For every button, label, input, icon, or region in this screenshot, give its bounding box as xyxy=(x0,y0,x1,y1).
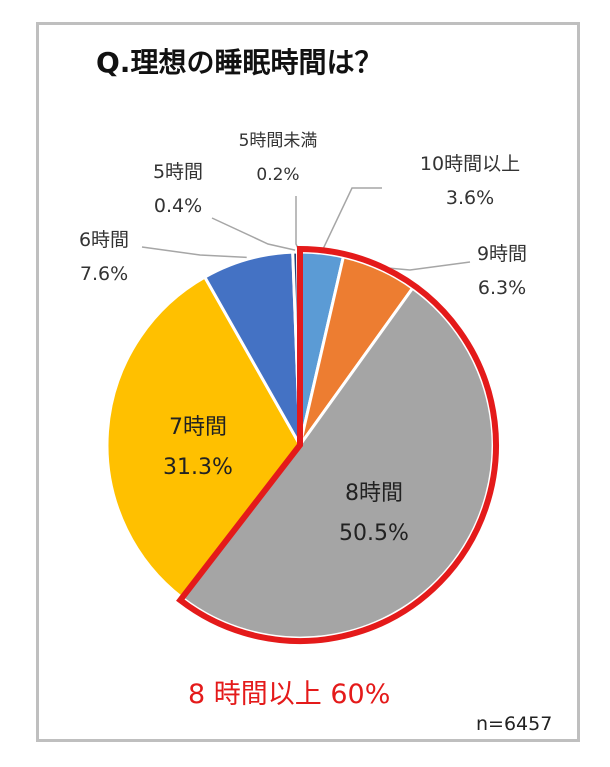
pie-slice-2 xyxy=(179,286,495,640)
pie-slice-3 xyxy=(105,275,302,600)
highlight-callout: 8 時間以上 60% xyxy=(188,679,390,710)
slice-value-3: 31.3% xyxy=(163,455,233,480)
leader-line-4 xyxy=(141,246,247,259)
slice-label-0: 10時間以上 xyxy=(420,153,520,175)
leader-line-6 xyxy=(295,196,300,251)
slice-label-6: 5時間未満 xyxy=(239,131,318,151)
slice-value-1: 6.3% xyxy=(478,277,526,299)
slice-label-3: 7時間 xyxy=(169,415,227,440)
slice-value-2: 50.5% xyxy=(339,521,409,546)
chart-title: Q.理想の睡眠時間は？ xyxy=(96,46,382,79)
slice-value-6: 0.2% xyxy=(256,165,299,185)
leader-line-1 xyxy=(380,261,471,271)
sample-size: n=6457 xyxy=(476,713,552,735)
leader-line-0 xyxy=(321,187,382,252)
slice-label-1: 9時間 xyxy=(477,243,527,265)
slice-value-4: 7.6% xyxy=(80,263,128,285)
leader-line-5 xyxy=(211,217,296,251)
slice-label-5: 5時間 xyxy=(153,161,203,183)
highlight-outline xyxy=(176,245,499,644)
slice-label-4: 6時間 xyxy=(79,229,129,251)
slice-value-5: 0.4% xyxy=(154,195,202,217)
slice-label-2: 8時間 xyxy=(345,481,403,506)
slice-value-0: 3.6% xyxy=(446,187,494,209)
